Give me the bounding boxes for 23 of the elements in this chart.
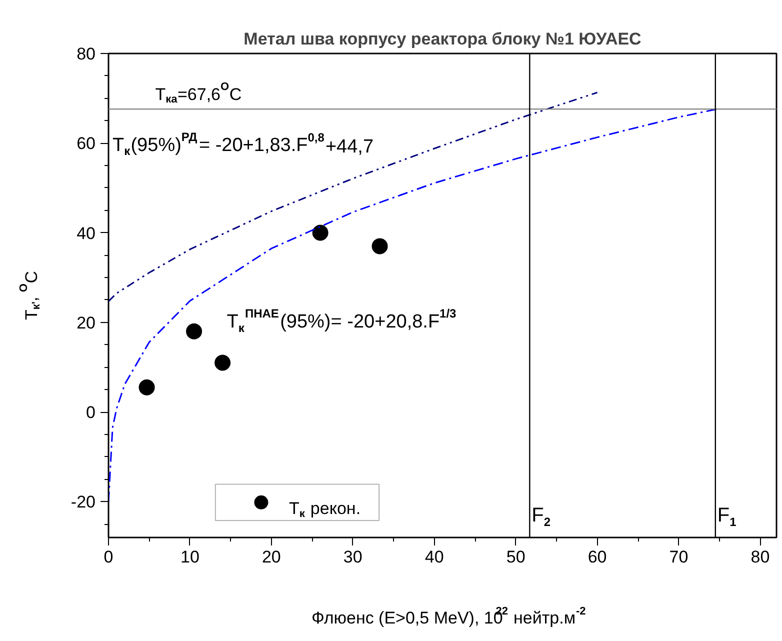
y-tick-label: 0 [86,403,96,422]
x-tick-label: 80 [750,548,770,566]
point [214,354,231,371]
line-series [108,108,718,502]
x-tick-label: 20 [262,548,281,566]
point [372,238,388,254]
point [312,224,328,241]
x-tick-label: 0 [104,548,114,566]
point [186,323,202,340]
x-tick-label: 70 [669,548,688,566]
y-tick-label: 40 [76,224,96,243]
y-tick-label: -20 [70,492,96,512]
x-tick-label: 40 [424,548,444,566]
y-tick-label: 60 [76,134,96,154]
x-tick-label: 30 [343,548,362,566]
y-tick-label: 20 [76,313,96,332]
point [138,379,155,396]
x-tick-label: 50 [506,548,526,566]
chart-title: Метал шва корпусу реактора блоку №1 ЮУАЕС [244,30,642,48]
x-tick-label: 10 [180,548,200,566]
y-axis-title: Tк', OC [18,270,43,320]
x-tick-label: 60 [588,548,607,566]
y-tick-label: 80 [76,44,96,64]
